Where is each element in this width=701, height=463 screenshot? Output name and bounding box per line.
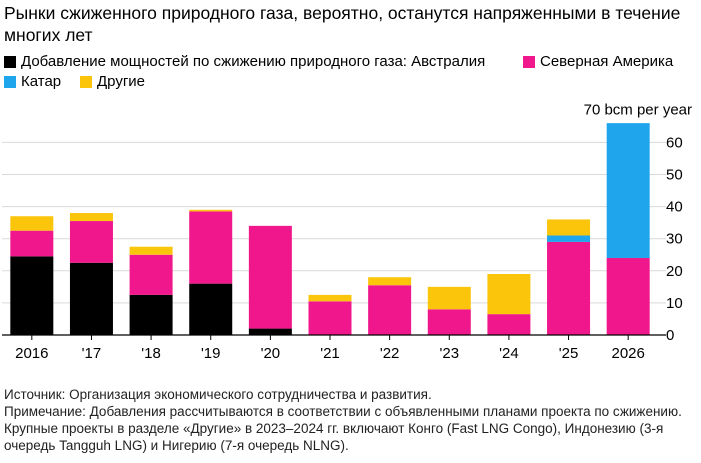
y-tick-label: 60 [666,134,683,151]
legend-swatch-qatar [4,76,16,88]
lng-capacity-chart: 0 10 20 30 40 50 60 70 bcm per year 2016 '17 '18 '1… [2,101,692,362]
bar-segment-north-america [69,221,113,263]
x-tick-label: '23 [439,345,459,362]
bar-segment-north-america [606,257,650,335]
y-tick-label: 10 [666,295,683,312]
bar-segment-qatar [547,235,591,242]
bar-segment-north-america [368,285,412,335]
bar-segment-north-america [129,254,173,295]
x-tick-label: '17 [82,345,102,362]
x-tick-label: '22 [380,345,400,362]
bar-segment-australia [248,328,292,335]
footer: Источник: Организация экономического сот… [4,386,698,454]
bar-segment-north-america [248,225,292,329]
bar-segment-north-america [10,230,54,257]
x-tick-label: '20 [261,345,281,362]
bar-segment-north-america [308,301,352,335]
x-tick-label: '21 [320,345,340,362]
y-axis-unit-label: 70 bcm per year [584,101,692,118]
legend-label-other: Другие [97,73,146,90]
bar-segment-other [10,216,54,231]
bar-segment-other [487,274,531,315]
legend-item-australia: Добавление мощностей по сжижению природн… [4,53,485,71]
bar-segment-north-america [547,241,591,335]
bar-segment-australia [69,262,113,335]
legend-swatch-north-america [523,56,535,68]
bar-segment-north-america [189,211,233,284]
y-tick-label: 20 [666,263,683,280]
bar-segment-other [427,286,471,310]
y-tick-label: 40 [666,199,683,216]
bar-segment-north-america [427,309,471,335]
legend-item-north-america: Северная Америка [523,53,673,71]
bar-segment-other [189,209,233,212]
legend-item-other: Другие [80,73,145,91]
bar-segment-other [69,213,113,222]
bar-segment-australia [129,294,173,335]
x-tick-label: '19 [201,345,221,362]
bar-segment-qatar [606,123,650,258]
bar-segment-other [129,246,173,255]
legend-label-qatar: Катар [21,73,62,90]
x-tick-label: 2026 [611,345,644,362]
chart-title: Рынки сжиженного природного газа, вероят… [4,3,681,45]
legend-swatch-australia [4,56,16,68]
bar-segment-australia [189,283,233,335]
bar-segment-north-america [487,314,531,335]
legend-swatch-other [80,76,92,88]
bar-segment-australia [10,256,54,335]
x-tick-label: 2016 [15,345,48,362]
legend-label-australia: Добавление мощностей по сжижению природн… [21,53,486,70]
legend-label-north-america: Северная Америка [540,53,674,70]
y-tick-label: 30 [666,231,683,248]
bar-segment-other [368,277,412,286]
legend-item-qatar: Катар [4,73,61,91]
bar-segment-other [547,219,591,236]
source-note: Источник: Организация экономического сот… [4,387,432,402]
x-tick-label: '24 [499,345,519,362]
x-tick-label: '18 [141,345,161,362]
y-tick-label: 0 [666,327,674,344]
footnote: Примечание: Добавления рассчитываются в … [4,404,682,453]
x-tick-label: '25 [559,345,579,362]
y-tick-label: 50 [666,167,683,184]
bar-segment-other [308,294,352,302]
